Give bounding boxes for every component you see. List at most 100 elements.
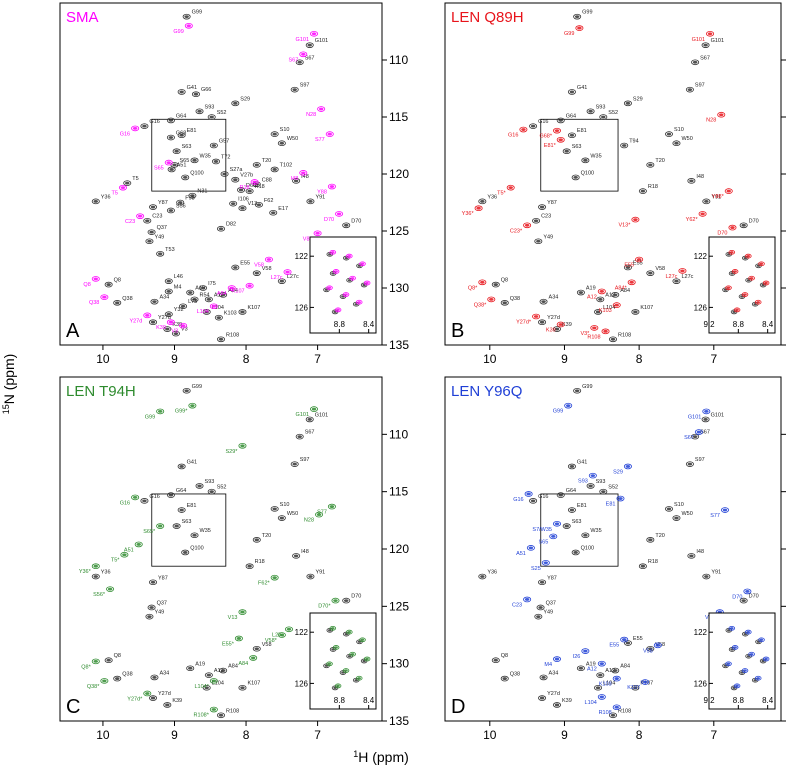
- reference-peak-label: Y36: [101, 570, 111, 576]
- reference-peak-contour-outer: [149, 579, 158, 586]
- variant-peak-contour-inner: [642, 680, 648, 684]
- variant-peak: [131, 125, 140, 132]
- reference-peak: [204, 296, 213, 303]
- reference-peak: [167, 166, 176, 173]
- reference-peak-contour-inner: [147, 615, 152, 619]
- reference-peak-contour-inner: [168, 119, 174, 122]
- reference-peak: [166, 134, 175, 141]
- x-tick-label: 7: [710, 352, 717, 366]
- reference-peak: [202, 309, 211, 315]
- reference-peak-contour-inner: [183, 176, 188, 179]
- reference-peak-label: T20: [262, 158, 271, 164]
- variant-peak-label: S93: [578, 479, 588, 485]
- reference-peak: [581, 532, 590, 539]
- reference-peak: [611, 292, 620, 298]
- reference-peak-contour-outer: [538, 319, 547, 326]
- variant-peak: [523, 222, 532, 229]
- reference-peak-contour-outer: [701, 416, 710, 423]
- reference-peak-label: E81: [577, 128, 587, 134]
- x-tick-label: 8: [636, 352, 643, 366]
- variant-peak-contour-inner: [551, 534, 556, 538]
- reference-peak-contour-outer: [145, 238, 154, 245]
- reference-peak-contour-outer: [176, 199, 185, 206]
- variant-peak-contour-outer: [327, 183, 336, 190]
- variant-peak-contour-inner: [618, 497, 623, 500]
- variant-peak-label: K39: [546, 327, 556, 333]
- reference-peak: [691, 59, 700, 66]
- variant-peak: [313, 230, 322, 237]
- variant-peak-label: T5: [112, 191, 118, 197]
- inset-variant-peak: [731, 645, 739, 650]
- reference-peak: [172, 148, 181, 155]
- reference-peak-contour-outer: [478, 198, 487, 205]
- reference-peak: [567, 507, 576, 513]
- inset-variant-peak-contour-outer: [745, 253, 752, 259]
- variant-peak-label: V58*: [265, 638, 278, 644]
- inset-x-tick-label: 9.2: [703, 320, 715, 329]
- reference-peak: [231, 264, 240, 271]
- reference-peak-contour-inner: [569, 465, 575, 468]
- variant-peak: [590, 325, 599, 331]
- variant-peak-contour-outer: [277, 632, 286, 638]
- variant-peak-contour-outer: [597, 694, 606, 700]
- reference-peak-label: R18: [255, 559, 265, 565]
- reference-peak-contour-outer: [571, 174, 580, 181]
- inset-variant-peak-contour-inner: [360, 262, 365, 265]
- reference-peak-contour-inner: [166, 290, 171, 293]
- variant-peak-contour-outer: [678, 268, 687, 274]
- variant-peak: [524, 491, 533, 497]
- variant-peak-label: Q38*: [87, 684, 100, 690]
- reference-peak-label: T53: [165, 247, 174, 253]
- reference-peak: [529, 498, 538, 504]
- reference-peak: [195, 483, 204, 489]
- variant-peak-contour-outer: [238, 442, 247, 449]
- inset-variant-peak-contour-outer: [329, 625, 337, 631]
- variant-peak-contour-inner: [526, 492, 531, 496]
- reference-peak-contour-outer: [104, 281, 113, 288]
- inset-variant-peak-contour-outer: [349, 651, 356, 657]
- variant-peak-contour-inner: [240, 610, 245, 614]
- reference-peak-label: K39: [172, 322, 182, 328]
- variant-peak: [631, 216, 640, 223]
- reference-peak: [342, 222, 351, 229]
- reference-peak-contour-outer: [623, 264, 632, 271]
- variant-peak-label: S67: [684, 435, 694, 441]
- reference-peak: [571, 174, 580, 181]
- variant-peak-contour-outer: [270, 574, 279, 581]
- reference-peak-label: Y87: [547, 200, 557, 206]
- reference-peak-contour-outer: [277, 278, 286, 284]
- reference-peak: [623, 100, 632, 107]
- reference-peak-contour-outer: [305, 416, 314, 423]
- variant-peak-label: V13: [228, 615, 238, 621]
- reference-peak-label: S10: [280, 502, 290, 508]
- reference-peak-contour-outer: [150, 298, 159, 305]
- reference-peak: [529, 123, 538, 129]
- reference-peak-contour-inner: [216, 316, 222, 320]
- y-tick-label: 115: [389, 110, 408, 124]
- reference-peak-contour-inner: [625, 266, 631, 269]
- reference-peak-contour-outer: [576, 289, 585, 296]
- variant-peak: [556, 321, 565, 328]
- reference-peak-contour-outer: [594, 309, 603, 315]
- reference-peak-contour-inner: [149, 230, 154, 234]
- variant-peak: [284, 626, 293, 633]
- variant-peak-label: Y27d*: [127, 696, 143, 702]
- reference-peak-contour-inner: [574, 15, 580, 19]
- reference-peak-contour-outer: [166, 134, 175, 141]
- reference-peak-contour-inner: [613, 293, 618, 297]
- variant-peak-label: C23*: [510, 228, 523, 234]
- reference-peak: [219, 667, 228, 674]
- reference-peak: [207, 488, 216, 495]
- variant-peak-contour-inner: [211, 679, 217, 683]
- variant-peak-label: K39: [156, 325, 166, 331]
- inset-variant-peak-contour-outer: [762, 656, 770, 662]
- variant-peak-contour-outer: [120, 551, 129, 558]
- reference-peak-contour-outer: [305, 42, 314, 48]
- reference-peak-label: W50: [287, 136, 298, 142]
- panel-D: 10987110115120125130135G99G101S67G16G64G…: [444, 376, 786, 742]
- reference-peak-contour-outer: [149, 695, 158, 701]
- variant-peak-contour-outer: [541, 559, 550, 566]
- variant-peak-label: D70: [732, 594, 742, 600]
- variant-peak-contour-inner: [508, 186, 513, 190]
- reference-peak-contour-outer: [277, 140, 286, 147]
